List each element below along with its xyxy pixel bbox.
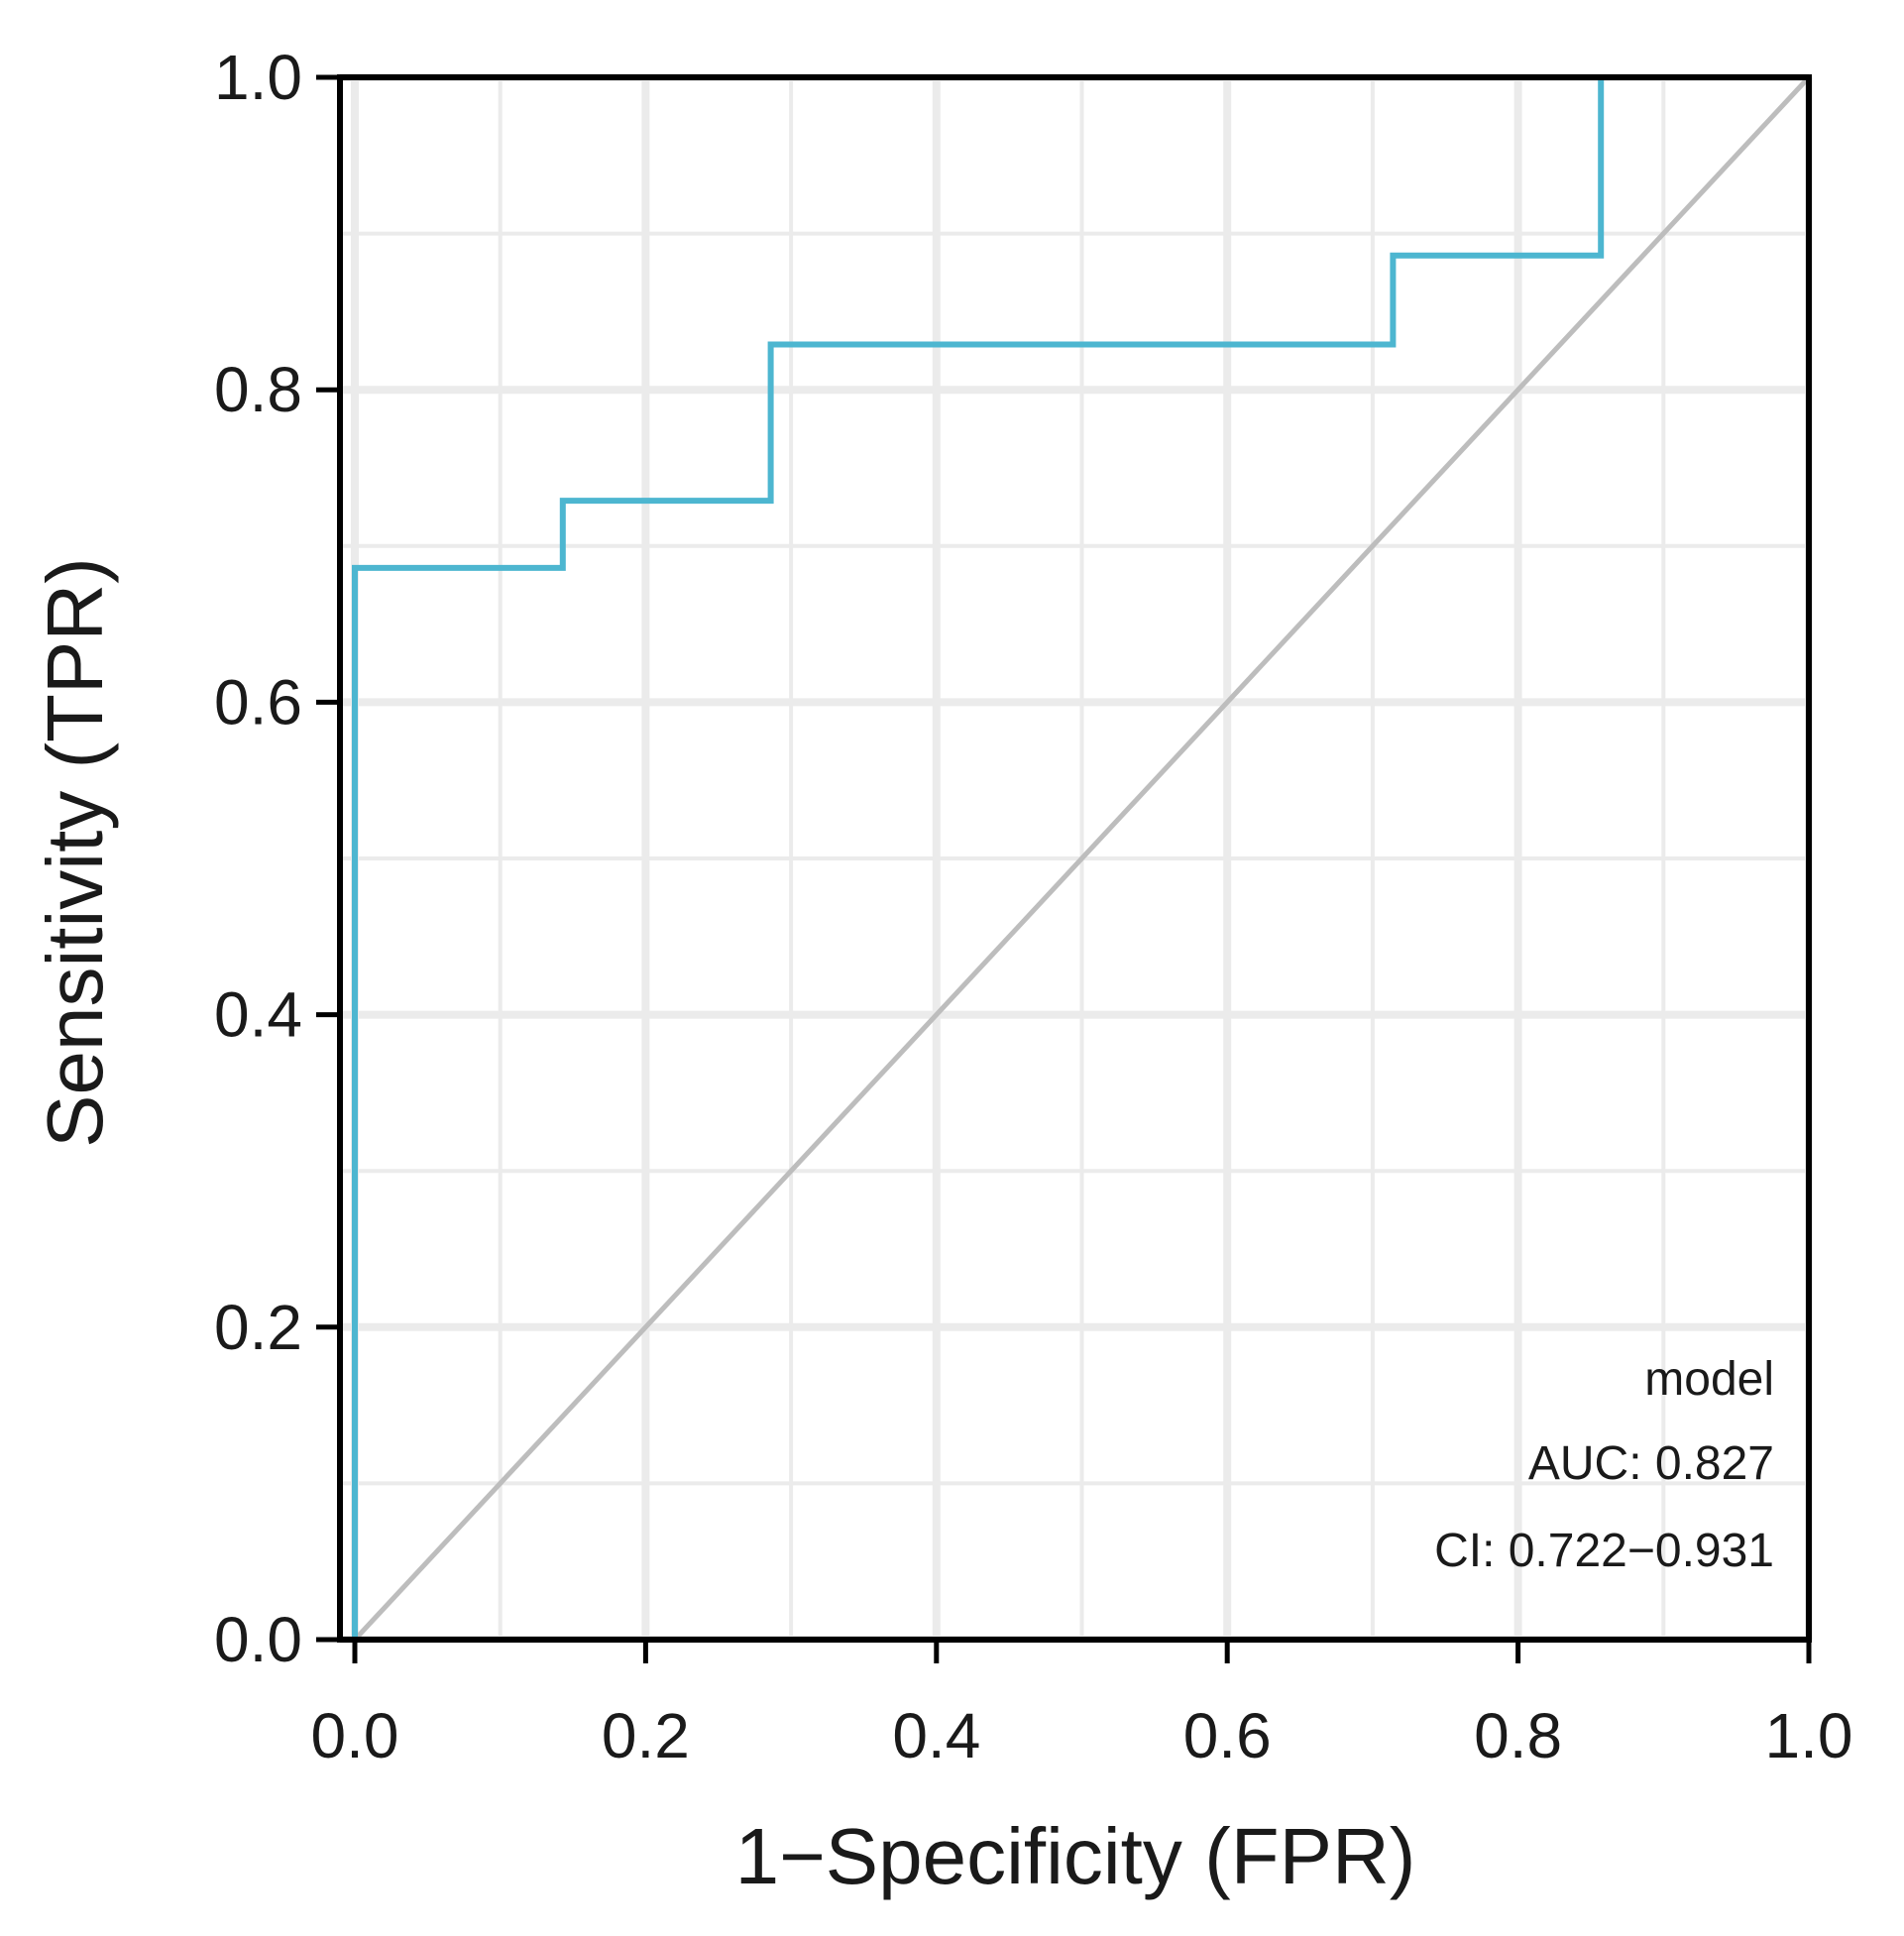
roc-curve-model xyxy=(352,74,1809,1640)
y-tick-label: 0.0 xyxy=(214,1604,302,1675)
reference-layer xyxy=(353,75,1811,1642)
ci-annotation: CI: 0.722−0.931 xyxy=(1434,1525,1774,1577)
y-axis-label: Sensitivity (TPR) xyxy=(31,557,119,1148)
x-tick-label: 0.6 xyxy=(1183,1700,1272,1771)
axis-layer: 0.0 0.2 0.4 0.6 0.8 1.0 0.0 0.2 0.4 0.6 0.8 1.0 xyxy=(214,42,1852,1771)
y-tick-label: 0.6 xyxy=(214,666,302,738)
y-tick-label: 0.2 xyxy=(214,1292,302,1363)
y-tick-label: 1.0 xyxy=(214,42,302,113)
auc-annotation: AUC: 0.827 xyxy=(1528,1437,1774,1490)
x-tick-label: 0.0 xyxy=(311,1700,399,1771)
plot-border xyxy=(337,74,1812,1643)
reference-diagonal-line xyxy=(353,75,1811,1642)
series-layer xyxy=(352,74,1809,1640)
x-tick-label: 0.2 xyxy=(602,1700,690,1771)
x-tick-label: 0.4 xyxy=(892,1700,980,1771)
y-tick-label: 0.8 xyxy=(214,354,302,425)
x-tick-label: 1.0 xyxy=(1765,1700,1853,1771)
y-tick-label: 0.4 xyxy=(214,979,302,1051)
legend-title: model xyxy=(1644,1353,1774,1406)
x-axis-label: 1−Specificity (FPR) xyxy=(735,1812,1416,1900)
x-tick-label: 0.8 xyxy=(1474,1700,1562,1771)
